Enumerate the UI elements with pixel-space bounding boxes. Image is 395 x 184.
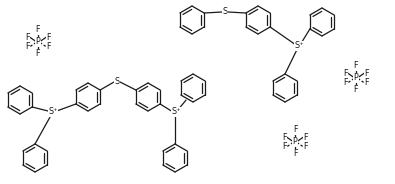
Text: F: F	[293, 149, 297, 158]
Text: P: P	[293, 137, 297, 146]
Text: F: F	[365, 78, 369, 87]
Text: F: F	[354, 61, 358, 70]
Text: S: S	[115, 77, 120, 86]
Text: F: F	[282, 142, 286, 151]
Text: F: F	[303, 133, 308, 142]
Text: F: F	[25, 33, 30, 42]
Text: F: F	[25, 42, 30, 51]
Text: P: P	[354, 73, 358, 82]
Text: F: F	[365, 69, 369, 78]
Text: F: F	[343, 69, 348, 78]
Text: F: F	[36, 49, 40, 59]
Text: F: F	[282, 133, 286, 142]
Text: F: F	[47, 33, 51, 42]
Text: F: F	[303, 142, 308, 151]
Text: S: S	[222, 8, 228, 17]
Text: P: P	[36, 38, 40, 47]
Text: F: F	[343, 78, 348, 87]
Text: S⁺: S⁺	[171, 107, 181, 116]
Text: F: F	[354, 86, 358, 95]
Text: F: F	[47, 42, 51, 51]
Text: S⁺: S⁺	[48, 107, 58, 116]
Text: F: F	[293, 125, 297, 135]
Text: F: F	[36, 26, 40, 35]
Text: S⁺: S⁺	[294, 42, 304, 50]
